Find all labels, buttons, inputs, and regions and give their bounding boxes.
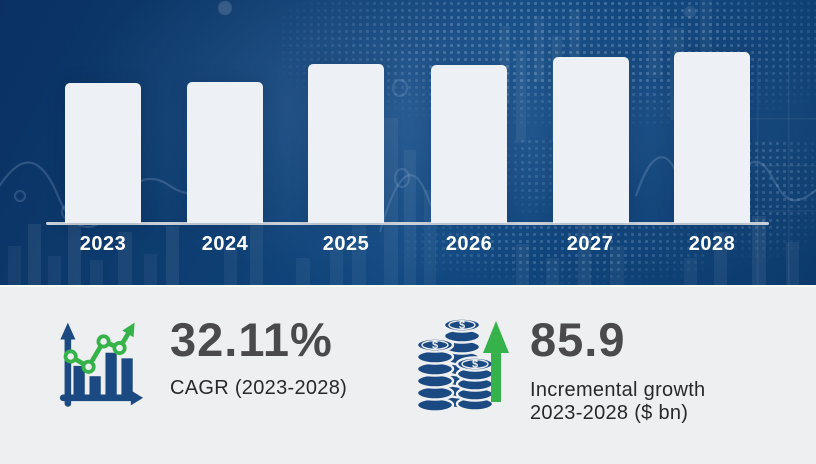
cagr-label: CAGR (2023-2028) (170, 377, 348, 399)
x-axis-line (46, 222, 769, 225)
svg-text:$: $ (472, 359, 478, 371)
chart-bar (187, 82, 263, 223)
coins-up-arrow-icon: $ $ $ (415, 317, 509, 413)
year-label: 2026 (445, 233, 493, 255)
svg-text:$: $ (459, 320, 465, 332)
up-arrow (483, 321, 509, 402)
year-label: 2028 (688, 233, 736, 255)
chart-bar (674, 52, 750, 223)
cagr-value: 32.11% (170, 313, 333, 366)
incremental-growth-value: 85.9 (530, 313, 626, 366)
chart-bar (553, 57, 629, 223)
chart-bar (308, 64, 384, 223)
bar-chart-trend-icon (59, 322, 144, 407)
year-label: 2023 (79, 233, 127, 255)
year-label: 2024 (201, 233, 249, 255)
dots-decoration-mid (505, 138, 557, 218)
year-label: 2025 (322, 233, 370, 255)
svg-text:$: $ (432, 340, 438, 352)
chart-bar (431, 65, 507, 223)
incremental-growth-label-line2: 2023-2028 ($ bn) (530, 402, 689, 424)
market-growth-chart-section: 2023 2024 2025 2026 2027 2028 (0, 0, 816, 285)
year-label: 2027 (566, 233, 614, 255)
stats-panel: 32.11% CAGR (2023-2028) $ $ (0, 285, 816, 464)
chart-bar (65, 83, 141, 223)
incremental-growth-label-line1: Incremental growth (530, 379, 706, 401)
